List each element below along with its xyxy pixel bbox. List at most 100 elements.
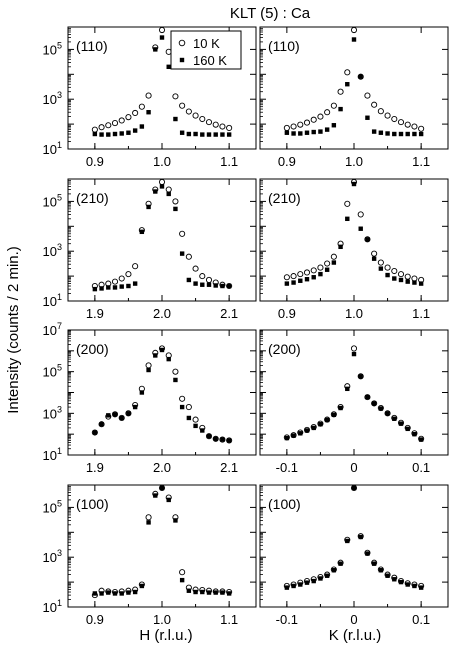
data-point-10k	[132, 109, 139, 117]
legend: 10 K 160 K	[170, 30, 242, 70]
y-tick-label: 105	[43, 363, 62, 380]
panels: 0.9 1.0 1.1 101 103 105 (110) 10 K 160 K 0.9 1.0 1.…	[43, 26, 449, 627]
data-point-160k	[385, 272, 390, 278]
data-point-10k	[350, 345, 358, 352]
data-point-10k	[199, 115, 206, 123]
data-point-160k	[213, 283, 218, 288]
data-point-160k	[139, 124, 145, 129]
data-point-160k	[291, 280, 296, 285]
data-point-160k	[132, 589, 138, 595]
data-point-160k	[318, 422, 323, 427]
data-point-10k	[185, 253, 192, 260]
data-point-160k	[412, 280, 417, 285]
data-point-160k	[146, 110, 151, 115]
data-point-160k	[365, 115, 370, 120]
data-point-160k	[200, 428, 205, 433]
x-tick-label: -0.1	[276, 460, 298, 475]
y-axis-label: Intensity (counts / 2 min.)	[5, 246, 22, 414]
x-tick-label: 0	[350, 460, 357, 475]
data-point-10k	[350, 26, 358, 34]
x-tick-label: 1.0	[345, 306, 363, 321]
data-point-10k	[111, 120, 119, 127]
data-point-160k	[179, 577, 185, 583]
x-tick-label: 2.1	[220, 306, 238, 321]
data-point-160k	[159, 184, 165, 189]
data-point-10k	[105, 122, 112, 129]
data-point-160k	[358, 74, 363, 79]
series-160-k	[92, 184, 232, 292]
data-point-160k	[153, 353, 158, 358]
y-tick-label: 101	[43, 140, 62, 157]
data-point-160k	[351, 181, 357, 187]
data-point-10k	[179, 230, 186, 237]
y-tick-label: 103	[43, 548, 62, 565]
data-point-160k	[398, 131, 404, 137]
data-point-10k	[391, 267, 398, 275]
data-point-10k	[158, 26, 166, 34]
data-point-160k	[304, 130, 310, 135]
data-point-160k	[99, 422, 104, 427]
y-tick-label: 103	[43, 242, 62, 259]
series-160-k	[284, 351, 424, 442]
data-point-160k	[166, 356, 171, 362]
data-point-160k	[324, 267, 330, 272]
data-point-10k	[404, 121, 411, 128]
data-point-10k	[397, 271, 405, 278]
data-point-160k	[139, 229, 145, 235]
data-point-160k	[418, 131, 424, 137]
data-point-160k	[378, 130, 384, 135]
data-point-160k	[186, 415, 192, 421]
data-point-160k	[213, 436, 218, 441]
data-point-160k	[186, 131, 192, 137]
data-point-160k	[200, 589, 205, 595]
data-point-10k	[172, 93, 179, 100]
data-point-160k	[311, 578, 316, 584]
data-point-10k	[179, 569, 186, 576]
data-point-10k	[330, 102, 337, 109]
legend-label: 160 K	[193, 53, 227, 68]
panel-p100H: 0.9 1.0 1.1 101 103 105 (100)	[43, 484, 257, 627]
x-tick-label: 2.0	[153, 460, 171, 475]
data-point-160k	[193, 281, 198, 286]
panel-p200H: 1.9 2.0 2.1 101 103 105 107 (200)	[43, 321, 257, 475]
data-point-160k	[311, 275, 316, 280]
data-point-10k	[377, 108, 384, 115]
data-point-160k	[412, 583, 417, 589]
series-10-k	[91, 484, 233, 599]
data-point-160k	[392, 416, 397, 421]
data-point-160k	[385, 131, 390, 136]
panel-annotation: (200)	[268, 341, 301, 357]
data-point-160k	[412, 131, 417, 137]
data-point-160k	[92, 286, 98, 292]
data-point-160k	[378, 406, 384, 411]
y-tick-label: 105	[43, 40, 62, 57]
data-point-160k	[365, 551, 370, 556]
x-axis-label-left: H (r.l.u.)	[139, 627, 192, 644]
data-point-10k	[384, 264, 391, 271]
x-tick-label: 1.0	[345, 154, 363, 169]
panel-p210K: 0.9 1.0 1.1 (210)	[259, 178, 449, 321]
data-point-10k	[91, 126, 98, 133]
data-point-160k	[304, 428, 310, 433]
data-point-10k	[185, 108, 192, 115]
data-point-10k	[391, 115, 398, 123]
x-tick-label: 0.1	[412, 612, 430, 627]
data-point-160k	[220, 283, 225, 289]
data-point-160k	[351, 485, 357, 491]
y-tick-label: 105	[43, 192, 62, 209]
x-tick-label: 0	[350, 612, 357, 627]
data-point-160k	[173, 116, 178, 122]
data-point-160k	[324, 417, 330, 423]
data-point-160k	[226, 591, 232, 596]
data-point-160k	[418, 281, 424, 286]
legend-marker-open-circle	[178, 39, 186, 47]
data-point-160k	[291, 433, 296, 438]
data-point-160k	[92, 591, 98, 596]
data-point-10k	[192, 416, 199, 423]
data-point-160k	[99, 591, 104, 596]
data-point-10k	[145, 514, 152, 521]
data-point-160k	[291, 131, 296, 136]
x-tick-label: 0.1	[412, 460, 430, 475]
data-point-10k	[411, 123, 418, 130]
data-point-160k	[126, 283, 131, 289]
